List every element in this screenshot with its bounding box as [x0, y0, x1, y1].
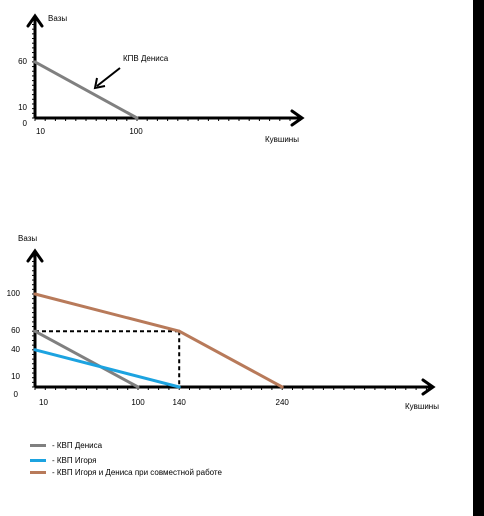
legend-swatch: [30, 471, 46, 474]
series-line-1-0: [34, 60, 138, 120]
data-point-2: [33, 292, 37, 296]
x-tick-label-1: 100: [129, 127, 143, 136]
y-axis-label-1: Вазы: [48, 14, 68, 23]
y-tick-label-1: 0: [22, 119, 27, 128]
series-line-2-1: [34, 348, 180, 389]
data-point-1: [33, 60, 37, 64]
legend-swatch: [30, 444, 46, 447]
legend-swatch: [30, 459, 46, 462]
data-point-2: [136, 385, 140, 389]
x-axis-arrow-1: [290, 109, 305, 127]
x-axis-label-1: Кувшины: [265, 135, 299, 144]
series-line-2-0: [34, 329, 139, 389]
y-tick-label-2: 60: [11, 326, 20, 336]
x-tick-label-2: 140: [172, 398, 186, 407]
annotation-arrow-head-1: [93, 77, 106, 90]
y-tick-label-2: 100: [6, 289, 20, 298]
legend-label: - КВП Дениса: [52, 441, 103, 450]
series-line-2-2: [34, 292, 283, 389]
x-tick-label-2: 100: [131, 398, 145, 407]
legend-label: - КВП Игоря: [52, 456, 97, 465]
y-axis-arrow-1: [26, 13, 44, 28]
data-point-2: [177, 385, 181, 389]
y-tick-label-1: 10: [18, 102, 27, 112]
data-point-2: [177, 329, 181, 333]
x-tick-label-2: 240: [275, 398, 289, 407]
data-point-2: [33, 348, 37, 352]
y-axis-label-2: Вазы: [18, 234, 38, 243]
legend-item: - КВП Игоря: [30, 455, 222, 466]
x-tick-label-2: 10: [39, 398, 48, 407]
x-axis-label-2: Кувшины: [405, 402, 439, 411]
x-tick-label-1: 10: [36, 127, 45, 136]
y-tick-label-2: 40: [11, 344, 20, 354]
data-point-1: [135, 116, 139, 120]
data-point-2: [280, 385, 284, 389]
y-tick-label-1: 60: [18, 56, 27, 66]
y-axis-arrow-2: [26, 248, 44, 263]
legend-item: - КВП Дениса: [30, 440, 222, 451]
series-annotation-1: КПВ Дениса: [123, 54, 169, 63]
y-tick-label-2: 0: [13, 390, 18, 399]
x-axis-arrow-2: [421, 378, 436, 396]
legend-item: - КВП Игоря и Дениса при совместной рабо…: [30, 467, 222, 478]
y-tick-label-2: 10: [11, 371, 20, 381]
legend-label: - КВП Игоря и Дениса при совместной рабо…: [52, 468, 222, 477]
data-point-2: [33, 329, 37, 333]
annotation-arrow-1: [96, 67, 121, 87]
